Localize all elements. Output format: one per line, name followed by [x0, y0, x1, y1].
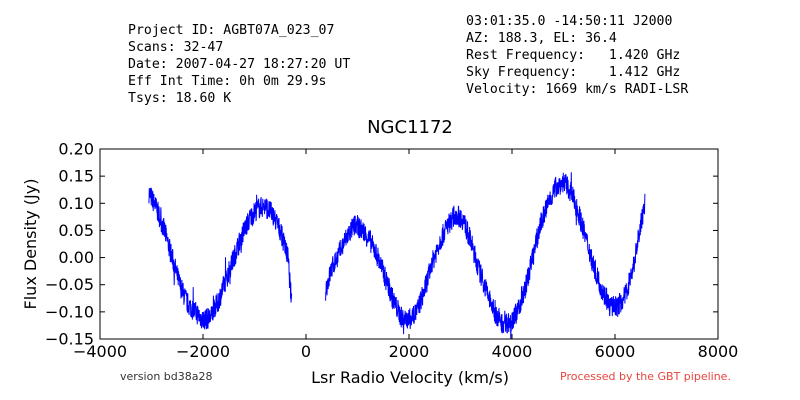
- axis-ticks: −4000 −2000 0 2000 4000 6000 8000 −0.15 −0.10 −0.…: [45, 140, 738, 362]
- y-tick-label: −0.05: [45, 275, 94, 294]
- y-axis-label: Flux Density (Jy): [21, 179, 40, 310]
- x-tick-label: −2000: [176, 342, 230, 361]
- y-tick-label: −0.10: [45, 302, 94, 321]
- x-axis-label: Lsr Radio Velocity (km/s): [311, 368, 509, 387]
- header-right-line-0: 03:01:35.0 -14:50:11 J2000: [466, 14, 673, 29]
- pipeline-label: Processed by the GBT pipeline.: [560, 370, 731, 383]
- header-left-line-2: Date: 2007-04-27 18:27:20 UT: [128, 57, 351, 72]
- header-right-line-2: Rest Frequency: 1.420 GHz: [466, 48, 681, 63]
- header-right-line-1: AZ: 188.3, EL: 36.4: [466, 31, 617, 46]
- x-tick-label: 0: [301, 342, 311, 361]
- x-tick-label: 2000: [389, 342, 430, 361]
- y-tick-label: 0.20: [58, 140, 94, 159]
- header-left-line-0: Project ID: AGBT07A_023_07: [128, 23, 335, 38]
- y-tick-label: 0.05: [58, 221, 94, 240]
- spectrum-series-2: [325, 172, 646, 340]
- plot-area: [148, 172, 646, 340]
- y-tick-label: 0.15: [58, 167, 94, 186]
- header-right-line-3: Sky Frequency: 1.412 GHz: [466, 65, 681, 80]
- y-tick-label: 0.10: [58, 194, 94, 213]
- y-tick-label: −0.15: [45, 330, 94, 349]
- header-left-info: Project ID: AGBT07A_023_07 Scans: 32-47 Da…: [128, 22, 350, 107]
- x-tick-label: 4000: [492, 342, 533, 361]
- x-tick-label: 6000: [595, 342, 636, 361]
- header-left-line-1: Scans: 32-47: [128, 40, 224, 55]
- x-tick-label: 8000: [698, 342, 739, 361]
- header-left-line-3: Eff Int Time: 0h 0m 29.9s: [128, 74, 327, 89]
- y-tick-label: 0.00: [58, 248, 94, 267]
- spectrum-series-1: [148, 187, 293, 330]
- header-right-info: 03:01:35.0 -14:50:11 J2000 AZ: 188.3, EL:…: [466, 13, 688, 98]
- header-left-line-4: Tsys: 18.60 K: [128, 91, 232, 106]
- chart-title: NGC1172: [367, 117, 453, 138]
- version-label: version bd38a28: [120, 370, 213, 383]
- x-tick-label: −4000: [73, 342, 127, 361]
- header-right-line-4: Velocity: 1669 km/s RADI-LSR: [466, 82, 689, 97]
